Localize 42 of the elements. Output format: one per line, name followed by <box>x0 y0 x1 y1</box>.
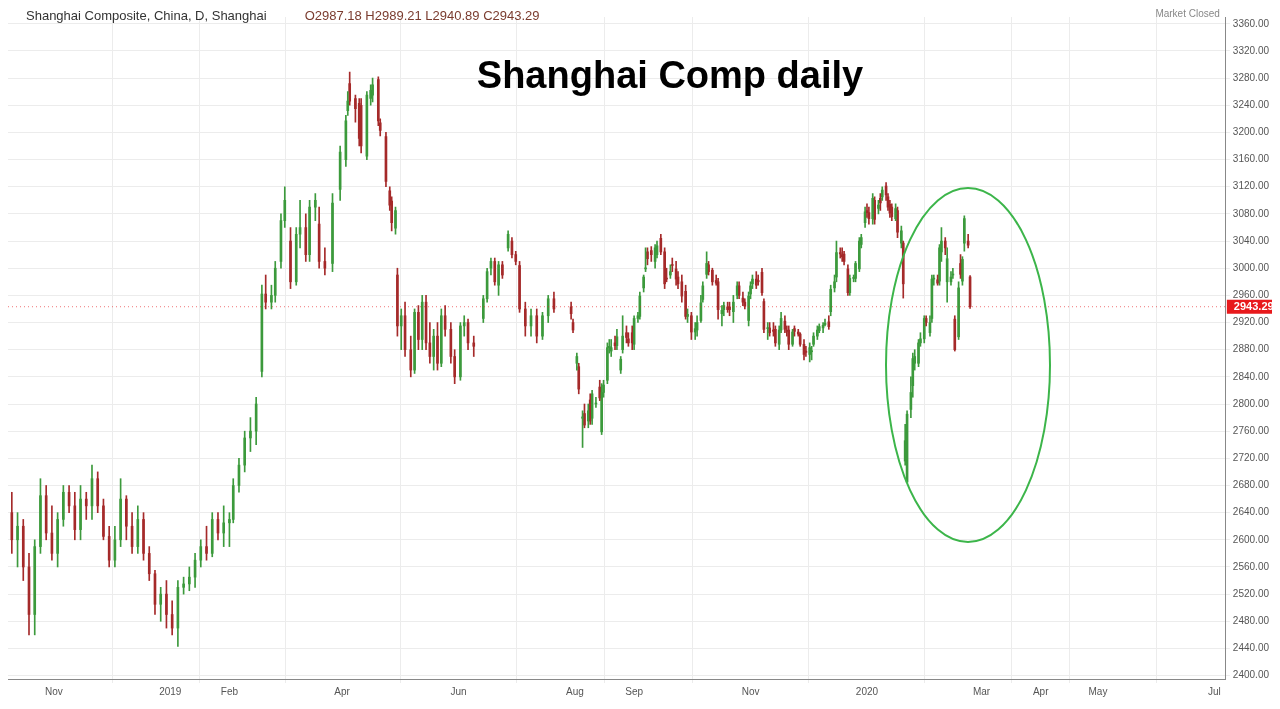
y-tick-label: 2480.00 <box>1232 615 1270 627</box>
x-tick-label: May <box>1088 685 1108 697</box>
annotation: O2987.18 H2989.21 L2940.89 C2943.29 <box>304 7 540 23</box>
y-tick-label: 3240.00 <box>1232 99 1270 111</box>
y-tick-label: 3200.00 <box>1232 126 1270 138</box>
x-tick-label: Sep <box>625 685 644 697</box>
y-tick-label: 3320.00 <box>1232 44 1270 56</box>
x-tick-label: Jul <box>1208 685 1221 697</box>
y-tick-label: 3000.00 <box>1232 261 1270 273</box>
x-tick-label: 2020 <box>855 685 879 697</box>
y-tick-label: 2760.00 <box>1232 424 1270 436</box>
x-tick-label: Apr <box>334 685 351 697</box>
y-tick-label: 3160.00 <box>1232 153 1270 165</box>
y-tick-label: 3040.00 <box>1232 234 1270 246</box>
x-tick-label: Aug <box>566 685 584 697</box>
text: Shanghai Comp daily <box>476 54 864 97</box>
y-tick-label: 3120.00 <box>1232 180 1270 192</box>
x-tick-label: Nov <box>44 685 63 697</box>
y-tick-label: 2600.00 <box>1232 533 1270 545</box>
x-tick-label: Apr <box>1032 685 1050 697</box>
y-tick-label: 2800.00 <box>1232 397 1270 409</box>
y-tick-label: 2840.00 <box>1232 370 1270 382</box>
x-tick-label: Mar <box>972 685 991 697</box>
y-tick-label: 2560.00 <box>1232 560 1270 572</box>
y-tick-label: 2400.00 <box>1232 669 1270 681</box>
y-tick-label: 2520.00 <box>1232 587 1270 599</box>
x-tick-label: Nov <box>741 685 760 697</box>
x-tick-label: Jun <box>450 685 467 697</box>
y-tick-label: 2640.00 <box>1232 506 1270 518</box>
y-tick-label: 2720.00 <box>1232 452 1270 464</box>
chart-subtitle: Shanghai Composite, China, D, Shanghai <box>26 7 267 23</box>
y-tick-label: 3080.00 <box>1232 207 1270 219</box>
y-tick-label: 2880.00 <box>1232 343 1270 355</box>
y-tick-label: 2920.00 <box>1232 316 1270 328</box>
y-tick-label: 2960.00 <box>1232 289 1270 301</box>
annotation: Market Closed <box>1155 7 1220 19</box>
y-tick-label: 3280.00 <box>1232 71 1270 83</box>
y-tick-label: 2440.00 <box>1232 642 1270 654</box>
x-tick-label: Feb <box>220 685 239 697</box>
y-tick-label: 3360.00 <box>1232 17 1270 29</box>
y-tick-label: 2680.00 <box>1232 479 1270 491</box>
x-tick-label: 2019 <box>159 685 182 697</box>
